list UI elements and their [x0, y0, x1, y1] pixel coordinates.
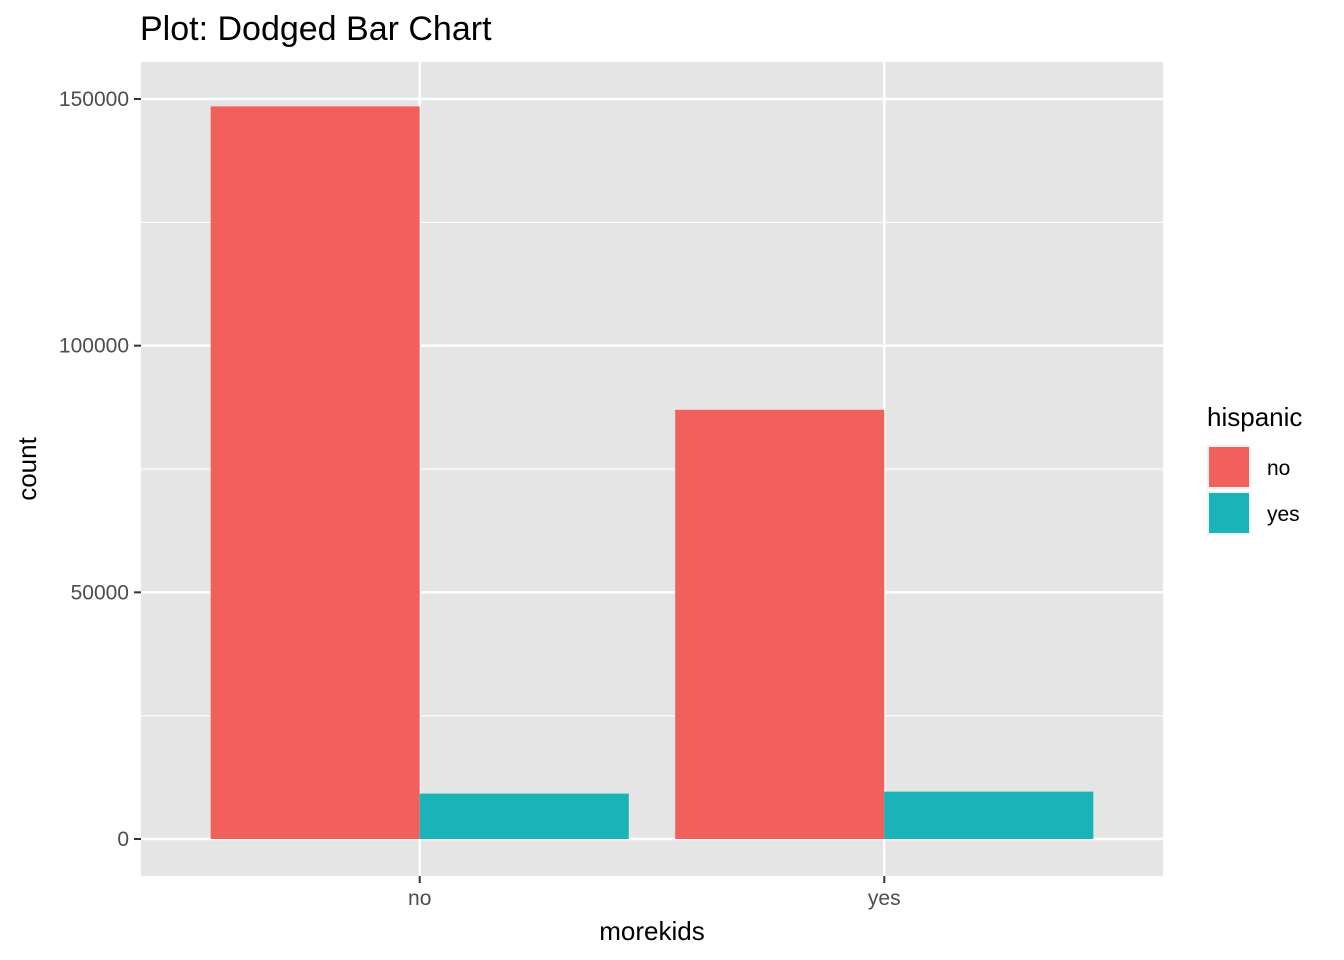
y-tick-label: 100000 — [59, 335, 129, 358]
legend-label-yes: yes — [1267, 503, 1300, 526]
legend: hispanic no yes — [1207, 402, 1302, 535]
legend-swatch-yes — [1209, 493, 1249, 533]
legend-swatch-no — [1209, 447, 1249, 487]
legend-items: no yes — [1207, 445, 1300, 535]
bars — [210, 106, 1094, 839]
y-tick-label: 150000 — [59, 88, 129, 111]
bar-no-no — [210, 106, 420, 839]
x-tick-label: no — [408, 887, 431, 910]
bar-no-yes — [419, 793, 629, 839]
x-axis-title: morekids — [599, 916, 704, 946]
legend-title: hispanic — [1207, 402, 1302, 432]
bar-yes-yes — [884, 791, 1094, 839]
y-tick-label: 0 — [117, 828, 129, 851]
y-axis-title: count — [12, 436, 42, 500]
bar-yes-no — [675, 409, 885, 839]
x-tick-label: yes — [868, 887, 901, 910]
x-axis: no yes — [408, 876, 901, 910]
chart-title: Plot: Dodged Bar Chart — [140, 10, 492, 48]
legend-label-no: no — [1267, 457, 1290, 480]
y-tick-label: 50000 — [71, 581, 129, 604]
y-axis: 0 50000 100000 150000 — [59, 88, 141, 851]
